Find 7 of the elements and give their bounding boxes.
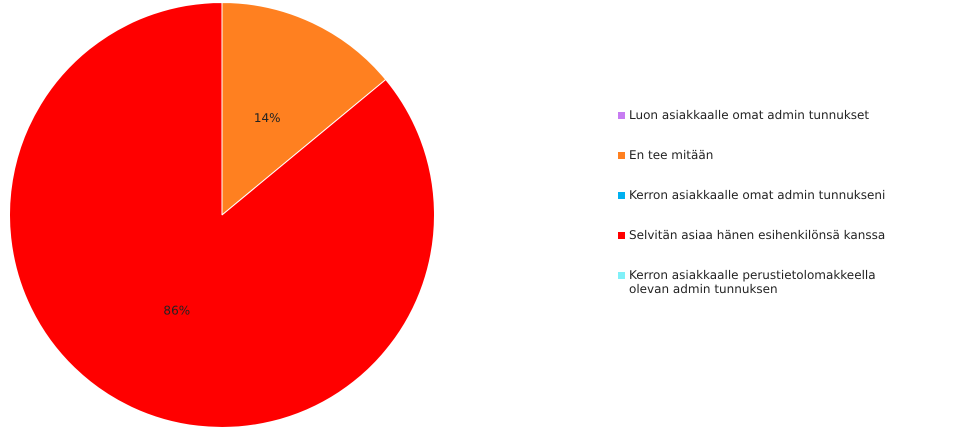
legend-label: Luon asiakkaalle omat admin tunnukset [629, 108, 870, 122]
data-label: 86% [163, 303, 190, 318]
data-label: 14% [254, 110, 281, 125]
legend-label: Kerron asiakkaalle omat admin tunnukseni [629, 188, 886, 202]
legend-label: Kerron asiakkaalle perustietolomakkeella olevan admin tunnuksen [629, 268, 877, 296]
legend-label: Selvitän asiaa hänen esihenkilönsä kanssa [629, 228, 886, 242]
legend-label: En tee mitään [629, 148, 714, 162]
